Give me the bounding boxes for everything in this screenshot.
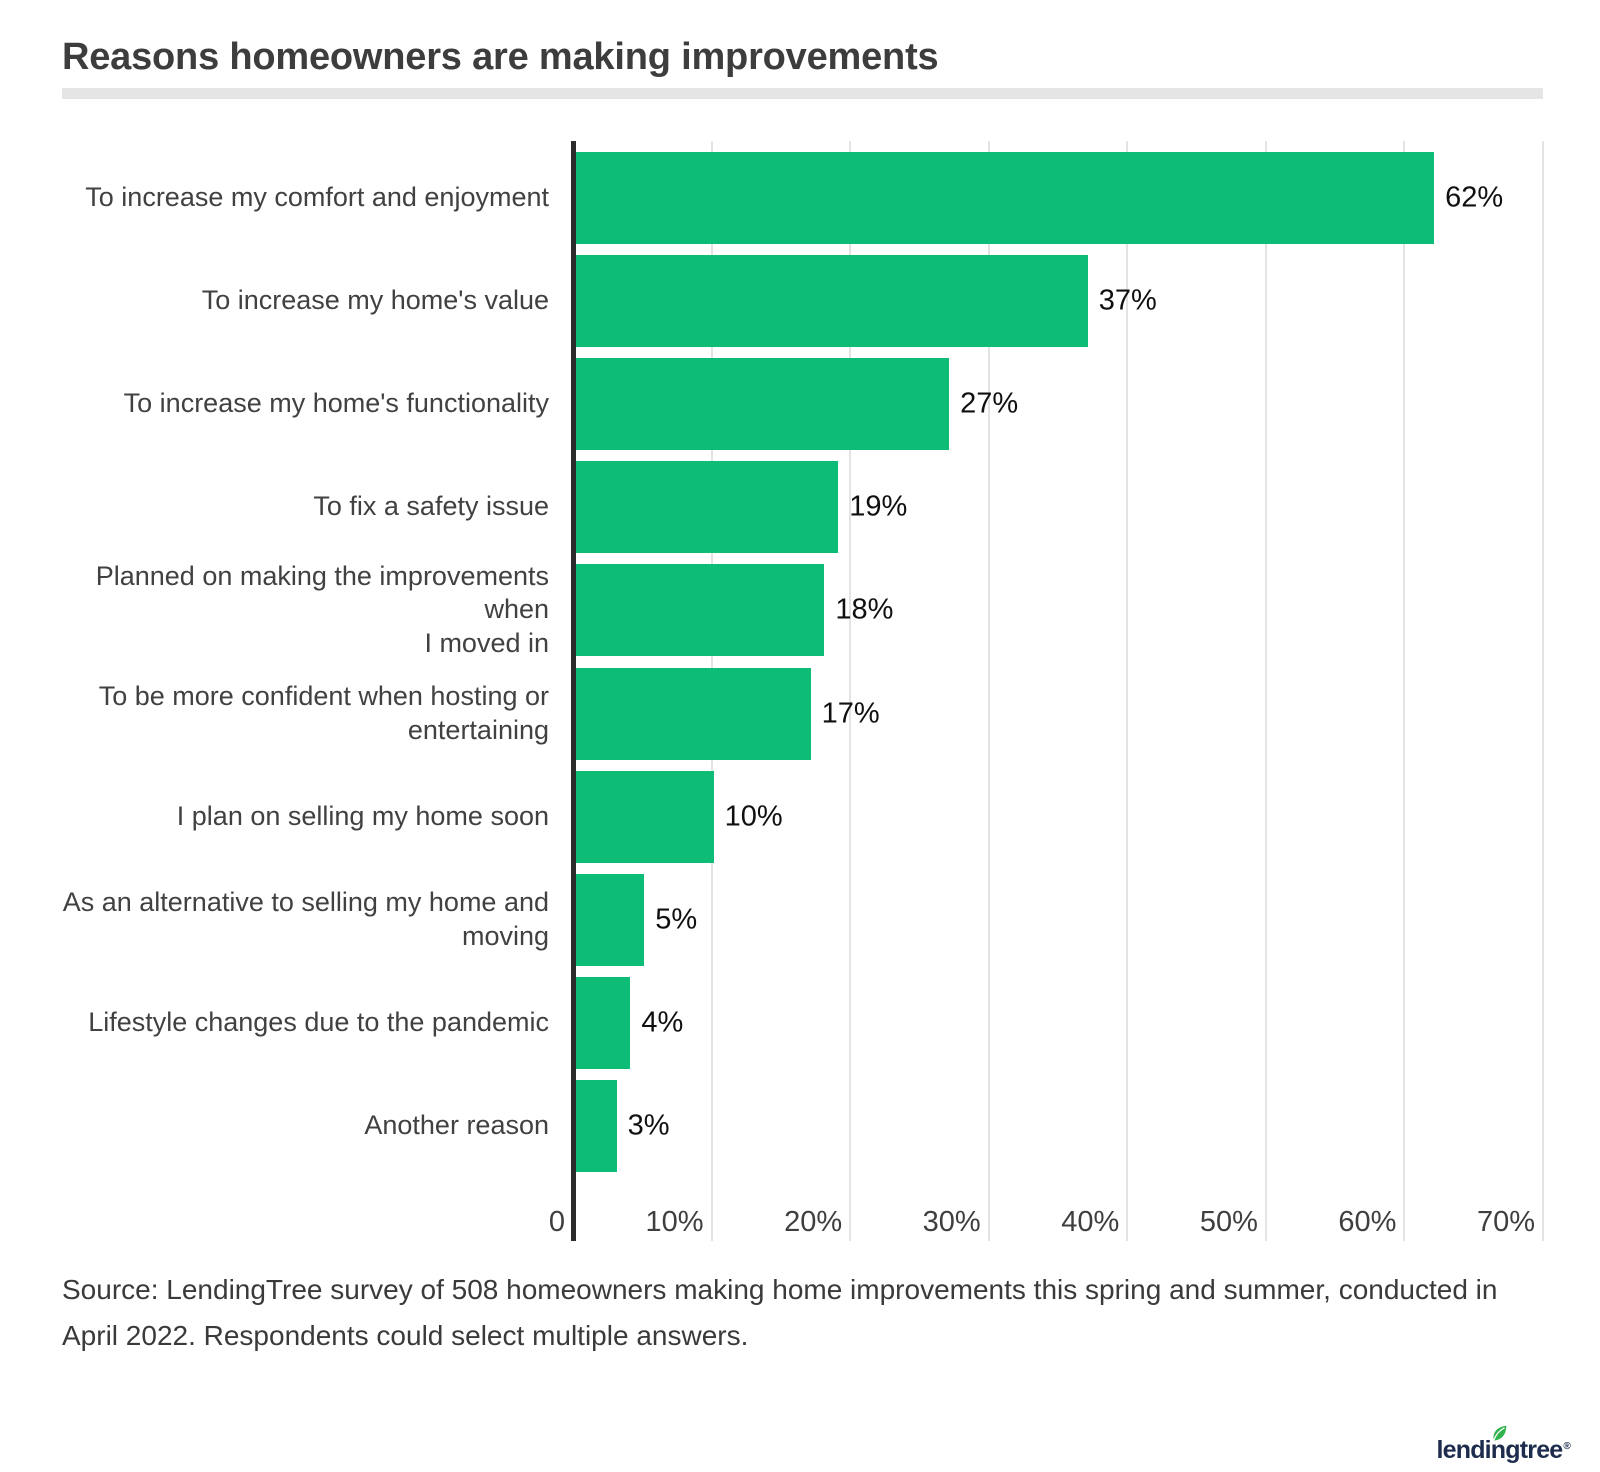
- x-tick-label-30pct: 30%: [922, 1206, 981, 1238]
- bar: [575, 461, 839, 554]
- category-label: As an alternative to selling my home and…: [62, 887, 549, 951]
- plot-cell: 4%: [573, 977, 1543, 1070]
- x-tick-label-70pct: 70%: [1476, 1206, 1535, 1238]
- value-label: 62%: [1445, 181, 1504, 214]
- category-label: To increase my comfort and enjoyment: [85, 181, 549, 212]
- value-label: 5%: [655, 903, 698, 936]
- plot-cell: 18%: [573, 564, 1543, 657]
- chart-row: Lifestyle changes due to the pandemic 4%: [62, 972, 1543, 1075]
- chart-row: To increase my home's functionality 27%: [62, 352, 1543, 455]
- value-label: 17%: [821, 697, 880, 730]
- category-label: To be more confident when hosting or ent…: [98, 680, 549, 745]
- value-label: 4%: [641, 1006, 684, 1039]
- y-axis-line: [571, 141, 576, 1241]
- x-tick-label-20pct: 20%: [784, 1206, 843, 1238]
- bar: [575, 1080, 617, 1173]
- plot-cell: 5%: [573, 873, 1543, 966]
- category-label: To fix a safety issue: [313, 491, 549, 522]
- bar: [575, 151, 1435, 244]
- chart-row: As an alternative to selling my home and…: [62, 868, 1543, 971]
- plot-cell: 62%: [573, 151, 1543, 244]
- plot-cell: 37%: [573, 254, 1543, 347]
- bar: [575, 977, 631, 1070]
- title-divider: [62, 88, 1543, 99]
- category-label: I plan on selling my home soon: [176, 800, 549, 831]
- x-tick-label-50pct: 50%: [1199, 1206, 1258, 1238]
- chart-row: Planned on making the improvements when …: [62, 559, 1543, 662]
- lendingtree-logo-text: lendingtree®: [1436, 1425, 1571, 1463]
- value-label: 3%: [627, 1109, 670, 1142]
- chart-row: I plan on selling my home soon 10%: [62, 765, 1543, 868]
- gridline-30: [987, 141, 990, 1241]
- plot-cell: 27%: [573, 357, 1543, 450]
- value-label: 37%: [1098, 284, 1157, 317]
- chart-row: Another reason 3%: [62, 1075, 1543, 1178]
- bar: [575, 564, 825, 657]
- source-note: Source: LendingTree survey of 508 homeow…: [62, 1274, 1498, 1351]
- bar: [575, 770, 714, 863]
- plot-area: 0 10% 20% 30% 40% 50% 60% 70%: [549, 141, 1544, 1241]
- gridline-60: [1403, 141, 1406, 1241]
- chart-row: To increase my home's value 37%: [62, 249, 1543, 352]
- value-label: 27%: [960, 387, 1019, 420]
- bar: [575, 667, 811, 760]
- lendingtree-logo: lendingtree®: [1436, 1425, 1571, 1463]
- gridline-40: [1126, 141, 1129, 1241]
- x-tick-label-60pct: 60%: [1338, 1206, 1397, 1238]
- bar: [575, 357, 950, 450]
- value-label: 19%: [849, 490, 908, 523]
- registered-mark: ®: [1563, 1440, 1570, 1452]
- plot-cell: 10%: [573, 770, 1543, 863]
- gridline-70: [1542, 141, 1544, 1241]
- leaf-icon: [1492, 1425, 1507, 1441]
- chart-row: To fix a safety issue 19%: [62, 456, 1543, 559]
- gridline-20: [849, 141, 852, 1241]
- category-label: Another reason: [364, 1110, 549, 1141]
- x-tick-label-40pct: 40%: [1061, 1206, 1120, 1238]
- chart-row: To be more confident when hosting or ent…: [62, 662, 1543, 765]
- gridline-50: [1264, 141, 1267, 1241]
- category-label: Lifestyle changes due to the pandemic: [88, 1007, 549, 1038]
- chart-rows: To increase my comfort and enjoyment 62% T…: [62, 146, 1543, 1178]
- plot-cell: 19%: [573, 461, 1543, 554]
- x-tick-label-0: 0: [548, 1206, 565, 1238]
- chart-row: To increase my comfort and enjoyment 62%: [62, 146, 1543, 249]
- bar: [575, 873, 645, 966]
- bar-chart: 0 10% 20% 30% 40% 50% 60% 70% To increase my co…: [62, 141, 1544, 1241]
- value-label: 10%: [724, 800, 783, 833]
- plot-cell: 3%: [573, 1080, 1543, 1173]
- category-label: Planned on making the improvements when …: [95, 560, 549, 659]
- value-label: 18%: [835, 593, 894, 626]
- bar: [575, 254, 1088, 347]
- chart-title: Reasons homeowners are making improvemen…: [62, 36, 939, 78]
- category-label: To increase my home's value: [201, 284, 549, 315]
- x-tick-label-10pct: 10%: [645, 1206, 704, 1238]
- plot-cell: 17%: [573, 667, 1543, 760]
- category-label: To increase my home's functionality: [123, 388, 549, 419]
